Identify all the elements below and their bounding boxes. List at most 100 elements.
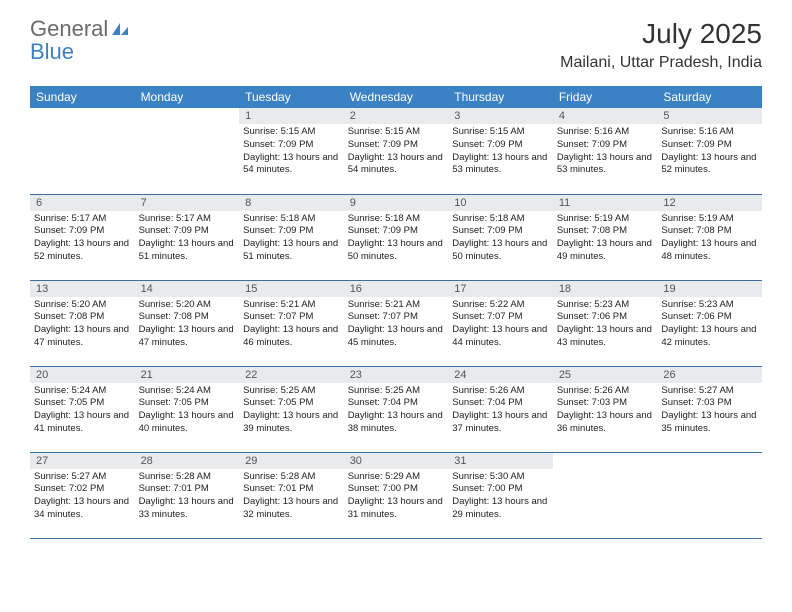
day-number: 15 (239, 281, 344, 297)
day-details: Sunrise: 5:26 AMSunset: 7:04 PMDaylight:… (448, 383, 553, 438)
weekday-header: Saturday (657, 86, 762, 108)
calendar-day-cell: 25Sunrise: 5:26 AMSunset: 7:03 PMDayligh… (553, 366, 658, 452)
calendar-empty-cell (30, 108, 135, 194)
day-details: Sunrise: 5:26 AMSunset: 7:03 PMDaylight:… (553, 383, 658, 438)
calendar-day-cell: 19Sunrise: 5:23 AMSunset: 7:06 PMDayligh… (657, 280, 762, 366)
day-number: 21 (135, 367, 240, 383)
day-details: Sunrise: 5:27 AMSunset: 7:02 PMDaylight:… (30, 469, 135, 524)
day-number: 16 (344, 281, 449, 297)
logo-text: General Blue (30, 18, 130, 63)
calendar-day-cell: 31Sunrise: 5:30 AMSunset: 7:00 PMDayligh… (448, 452, 553, 538)
calendar-week-row: 20Sunrise: 5:24 AMSunset: 7:05 PMDayligh… (30, 366, 762, 452)
calendar-day-cell: 27Sunrise: 5:27 AMSunset: 7:02 PMDayligh… (30, 452, 135, 538)
day-number: 19 (657, 281, 762, 297)
day-details: Sunrise: 5:17 AMSunset: 7:09 PMDaylight:… (30, 211, 135, 266)
day-details: Sunrise: 5:16 AMSunset: 7:09 PMDaylight:… (553, 124, 658, 179)
logo: General Blue (30, 18, 130, 63)
day-details: Sunrise: 5:15 AMSunset: 7:09 PMDaylight:… (448, 124, 553, 179)
header: General Blue July 2025 Mailani, Uttar Pr… (0, 0, 792, 80)
calendar-day-cell: 30Sunrise: 5:29 AMSunset: 7:00 PMDayligh… (344, 452, 449, 538)
day-details: Sunrise: 5:29 AMSunset: 7:00 PMDaylight:… (344, 469, 449, 524)
day-details: Sunrise: 5:18 AMSunset: 7:09 PMDaylight:… (239, 211, 344, 266)
calendar-day-cell: 13Sunrise: 5:20 AMSunset: 7:08 PMDayligh… (30, 280, 135, 366)
calendar-day-cell: 24Sunrise: 5:26 AMSunset: 7:04 PMDayligh… (448, 366, 553, 452)
calendar-day-cell: 9Sunrise: 5:18 AMSunset: 7:09 PMDaylight… (344, 194, 449, 280)
calendar-day-cell: 5Sunrise: 5:16 AMSunset: 7:09 PMDaylight… (657, 108, 762, 194)
day-number: 2 (344, 108, 449, 124)
day-details: Sunrise: 5:15 AMSunset: 7:09 PMDaylight:… (239, 124, 344, 179)
calendar-week-row: 6Sunrise: 5:17 AMSunset: 7:09 PMDaylight… (30, 194, 762, 280)
day-details: Sunrise: 5:19 AMSunset: 7:08 PMDaylight:… (553, 211, 658, 266)
calendar-day-cell: 6Sunrise: 5:17 AMSunset: 7:09 PMDaylight… (30, 194, 135, 280)
day-number: 27 (30, 453, 135, 469)
day-number: 8 (239, 195, 344, 211)
day-details: Sunrise: 5:20 AMSunset: 7:08 PMDaylight:… (30, 297, 135, 352)
day-number: 22 (239, 367, 344, 383)
calendar-day-cell: 23Sunrise: 5:25 AMSunset: 7:04 PMDayligh… (344, 366, 449, 452)
calendar-day-cell: 3Sunrise: 5:15 AMSunset: 7:09 PMDaylight… (448, 108, 553, 194)
calendar-day-cell: 20Sunrise: 5:24 AMSunset: 7:05 PMDayligh… (30, 366, 135, 452)
weekday-header: Sunday (30, 86, 135, 108)
calendar-day-cell: 22Sunrise: 5:25 AMSunset: 7:05 PMDayligh… (239, 366, 344, 452)
day-details: Sunrise: 5:25 AMSunset: 7:04 PMDaylight:… (344, 383, 449, 438)
day-details: Sunrise: 5:28 AMSunset: 7:01 PMDaylight:… (239, 469, 344, 524)
calendar-day-cell: 17Sunrise: 5:22 AMSunset: 7:07 PMDayligh… (448, 280, 553, 366)
title-block: July 2025 Mailani, Uttar Pradesh, India (560, 18, 762, 72)
calendar-empty-cell (657, 452, 762, 538)
calendar-empty-cell (553, 452, 658, 538)
calendar-day-cell: 28Sunrise: 5:28 AMSunset: 7:01 PMDayligh… (135, 452, 240, 538)
calendar-day-cell: 8Sunrise: 5:18 AMSunset: 7:09 PMDaylight… (239, 194, 344, 280)
day-number: 7 (135, 195, 240, 211)
location: Mailani, Uttar Pradesh, India (560, 54, 762, 72)
calendar-body: 1Sunrise: 5:15 AMSunset: 7:09 PMDaylight… (30, 108, 762, 538)
day-number: 30 (344, 453, 449, 469)
day-details: Sunrise: 5:24 AMSunset: 7:05 PMDaylight:… (135, 383, 240, 438)
calendar-day-cell: 15Sunrise: 5:21 AMSunset: 7:07 PMDayligh… (239, 280, 344, 366)
calendar-week-row: 27Sunrise: 5:27 AMSunset: 7:02 PMDayligh… (30, 452, 762, 538)
month-title: July 2025 (560, 18, 762, 50)
day-number: 10 (448, 195, 553, 211)
day-number: 26 (657, 367, 762, 383)
day-number: 28 (135, 453, 240, 469)
day-number: 24 (448, 367, 553, 383)
calendar-day-cell: 26Sunrise: 5:27 AMSunset: 7:03 PMDayligh… (657, 366, 762, 452)
day-details: Sunrise: 5:20 AMSunset: 7:08 PMDaylight:… (135, 297, 240, 352)
calendar-day-cell: 29Sunrise: 5:28 AMSunset: 7:01 PMDayligh… (239, 452, 344, 538)
day-details: Sunrise: 5:21 AMSunset: 7:07 PMDaylight:… (239, 297, 344, 352)
calendar-day-cell: 18Sunrise: 5:23 AMSunset: 7:06 PMDayligh… (553, 280, 658, 366)
calendar-empty-cell (135, 108, 240, 194)
calendar-day-cell: 16Sunrise: 5:21 AMSunset: 7:07 PMDayligh… (344, 280, 449, 366)
day-details: Sunrise: 5:28 AMSunset: 7:01 PMDaylight:… (135, 469, 240, 524)
day-details: Sunrise: 5:21 AMSunset: 7:07 PMDaylight:… (344, 297, 449, 352)
day-details: Sunrise: 5:24 AMSunset: 7:05 PMDaylight:… (30, 383, 135, 438)
day-number: 9 (344, 195, 449, 211)
day-details: Sunrise: 5:17 AMSunset: 7:09 PMDaylight:… (135, 211, 240, 266)
day-number: 17 (448, 281, 553, 297)
day-number: 5 (657, 108, 762, 124)
day-number: 25 (553, 367, 658, 383)
weekday-row: SundayMondayTuesdayWednesdayThursdayFrid… (30, 86, 762, 108)
day-number: 1 (239, 108, 344, 124)
day-number: 3 (448, 108, 553, 124)
day-number: 20 (30, 367, 135, 383)
weekday-header: Friday (553, 86, 658, 108)
day-number: 6 (30, 195, 135, 211)
weekday-header: Monday (135, 86, 240, 108)
day-details: Sunrise: 5:18 AMSunset: 7:09 PMDaylight:… (344, 211, 449, 266)
day-details: Sunrise: 5:23 AMSunset: 7:06 PMDaylight:… (657, 297, 762, 352)
logo-text-general: General (30, 16, 108, 41)
calendar-week-row: 1Sunrise: 5:15 AMSunset: 7:09 PMDaylight… (30, 108, 762, 194)
day-details: Sunrise: 5:19 AMSunset: 7:08 PMDaylight:… (657, 211, 762, 266)
calendar-day-cell: 10Sunrise: 5:18 AMSunset: 7:09 PMDayligh… (448, 194, 553, 280)
calendar-day-cell: 21Sunrise: 5:24 AMSunset: 7:05 PMDayligh… (135, 366, 240, 452)
calendar-table: SundayMondayTuesdayWednesdayThursdayFrid… (30, 86, 762, 539)
logo-sail-icon (110, 19, 130, 41)
day-details: Sunrise: 5:16 AMSunset: 7:09 PMDaylight:… (657, 124, 762, 179)
calendar-day-cell: 1Sunrise: 5:15 AMSunset: 7:09 PMDaylight… (239, 108, 344, 194)
day-number: 11 (553, 195, 658, 211)
calendar-day-cell: 7Sunrise: 5:17 AMSunset: 7:09 PMDaylight… (135, 194, 240, 280)
day-details: Sunrise: 5:23 AMSunset: 7:06 PMDaylight:… (553, 297, 658, 352)
calendar-head: SundayMondayTuesdayWednesdayThursdayFrid… (30, 86, 762, 108)
day-details: Sunrise: 5:25 AMSunset: 7:05 PMDaylight:… (239, 383, 344, 438)
weekday-header: Thursday (448, 86, 553, 108)
